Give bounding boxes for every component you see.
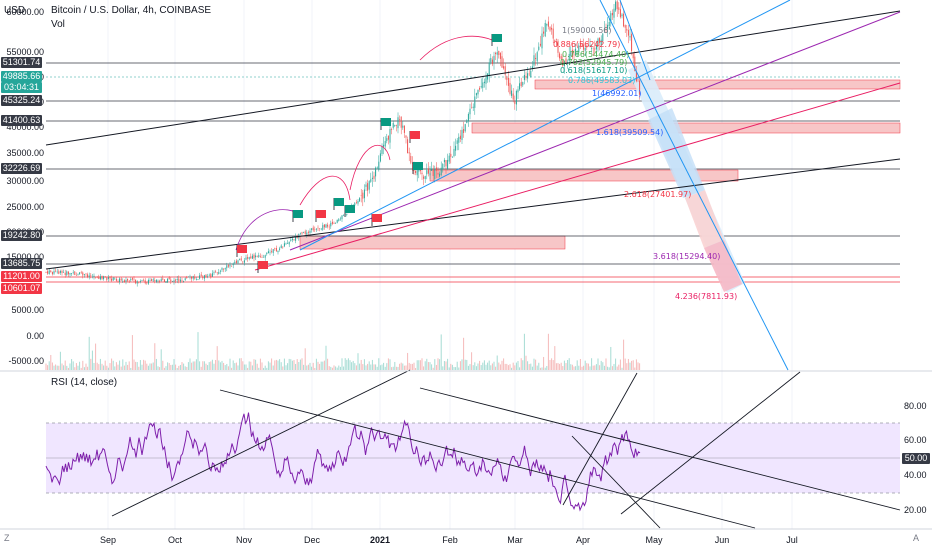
price-tick-label: 5000.00	[11, 305, 44, 315]
time-tick-label: Dec	[303, 535, 321, 545]
price-tick-label: 35000.00	[6, 148, 44, 158]
flags	[236, 34, 502, 273]
rsi-tick-label: 60.00	[904, 435, 927, 445]
price-tick-label: 40000.00	[6, 122, 44, 132]
rsi-tick-label: 40.00	[904, 470, 927, 480]
price-label-badge: 03:04:31	[1, 82, 42, 93]
blue-trend-line-2	[599, 0, 789, 371]
price-tick-label: -5000.00	[8, 356, 44, 366]
currency-label: USD	[3, 5, 26, 16]
time-tick-label: Oct	[167, 535, 183, 545]
fib-level-label: 1.618(39509.54)	[596, 128, 664, 137]
price-tick-label: 60000.00	[6, 7, 44, 17]
price-label-badge: 49885.66	[1, 71, 42, 82]
arc-4	[419, 35, 493, 61]
fib-level-label: 1(59000.56)	[562, 26, 612, 35]
zone-rect-2	[471, 122, 901, 134]
price-tick-label: 25000.00	[6, 202, 44, 212]
flag-marker	[316, 210, 326, 218]
rsi-pane	[45, 369, 901, 529]
arc-3	[349, 144, 391, 191]
time-tick-label: 2021	[369, 535, 391, 545]
fib-level-label: 0.886(56242.79)	[553, 40, 621, 49]
volume-indicator-label[interactable]: Vol	[51, 19, 65, 30]
price-tick-label: 15000.00	[6, 252, 44, 262]
flag-marker	[410, 131, 420, 139]
fib-level-label: 0.786(49583.03)	[568, 76, 636, 85]
time-tick-label: Feb	[442, 535, 458, 545]
price-label-badge: 45325.24	[1, 95, 42, 106]
fib-level-label: 1(46992.01)	[592, 89, 642, 98]
fib-level-label: 2.618(27401.97)	[624, 190, 692, 199]
time-tick-label: Nov	[235, 535, 253, 545]
time-tick-label: Apr	[575, 535, 591, 545]
price-label-badge: 13685.75	[1, 258, 42, 269]
flag-marker	[334, 198, 344, 206]
price-label-badge: 51301.74	[1, 57, 42, 68]
price-label-badge: 11201.00	[1, 271, 42, 282]
price-label-badge: 32226.69	[1, 163, 42, 174]
rsi-line	[45, 412, 641, 512]
rsi-indicator-label[interactable]: RSI (14, close)	[51, 377, 118, 388]
trend-lines	[45, 0, 901, 371]
time-tick-label: May	[645, 535, 663, 545]
rsi-tick-label: 80.00	[904, 401, 927, 411]
flag-marker	[345, 205, 355, 213]
flag-marker	[237, 245, 247, 253]
zone-rect-1	[534, 79, 901, 90]
price-label-badge: 19242.80	[1, 230, 42, 241]
volume-bars	[45, 332, 641, 370]
rsi-trend-lines	[111, 369, 901, 529]
blue-trend-line-3	[619, 0, 651, 81]
projection-channel	[628, 60, 745, 293]
fib-level-label: 4.236(7811.93)	[675, 292, 738, 301]
flag-marker	[413, 162, 423, 170]
price-label-badge: 41400.63	[1, 115, 42, 126]
flag-marker	[293, 210, 303, 218]
flag-marker	[492, 34, 502, 42]
flag-marker	[381, 118, 391, 126]
zone-rect-4	[299, 235, 566, 250]
timezone-button[interactable]: Z	[4, 533, 10, 543]
flag-marker	[258, 261, 268, 269]
fib-level-label: 0.618(51617.10)	[560, 66, 628, 75]
time-tick-label: Jul	[786, 535, 798, 545]
fib-level-label: 0.702(52945.79)	[560, 58, 628, 67]
rsi-tick-label: 20.00	[904, 505, 927, 515]
trend-line-long	[45, 10, 901, 146]
price-tick-label: 30000.00	[6, 176, 44, 186]
fib-level-label: 0.786(54474.40)	[562, 50, 630, 59]
arc-2	[299, 175, 351, 206]
zones	[299, 79, 901, 250]
flag-marker	[372, 214, 382, 222]
price-tick-label: 0.00	[26, 331, 44, 341]
rsi-current-badge: 50.00	[902, 453, 930, 464]
pink-trend-line	[254, 82, 901, 271]
symbol-title[interactable]: Bitcoin / U.S. Dollar, 4h, COINBASE	[51, 5, 212, 16]
time-tick-label: Mar	[507, 535, 523, 545]
time-tick-label: Jun	[714, 535, 730, 545]
price-label-badge: 10601.07	[1, 283, 42, 294]
purple-trend-line	[289, 11, 901, 251]
trend-line-support	[45, 158, 901, 270]
horizontal-levels	[46, 62, 900, 283]
auto-scale-button[interactable]: A	[913, 533, 920, 543]
price-tick-label: 55000.00	[6, 47, 44, 57]
blue-trend-line-1	[299, 0, 791, 251]
time-tick-label: Sep	[99, 535, 117, 545]
fib-level-label: 3.618(15294.40)	[653, 252, 721, 261]
